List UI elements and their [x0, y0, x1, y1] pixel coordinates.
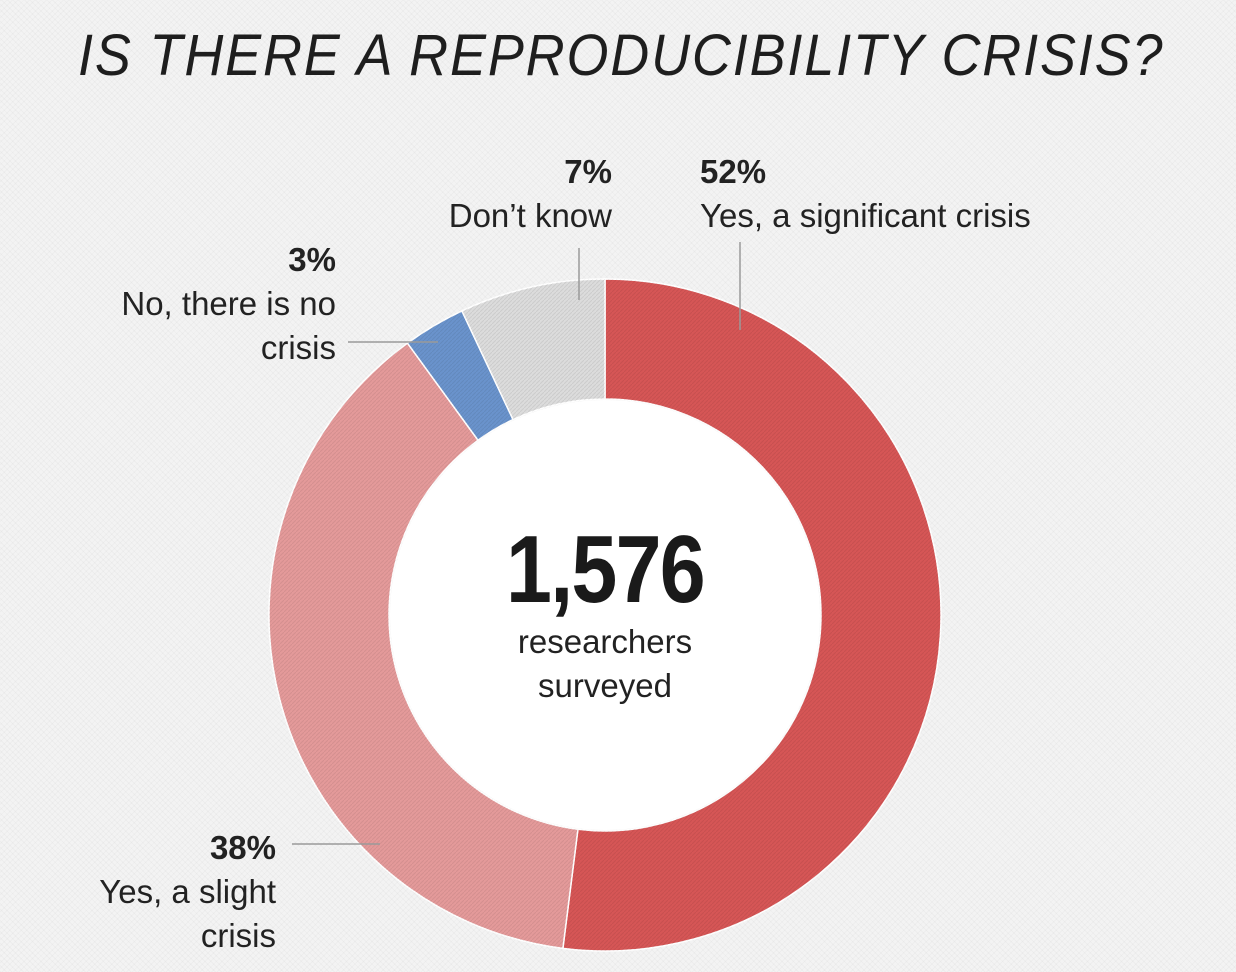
label-no-crisis: 3% No, there is no crisis: [40, 238, 336, 370]
center-caption-line-1: researchers: [517, 623, 693, 660]
pct-dont-know: 7%: [564, 153, 612, 190]
slice-texture-nocrisis: [407, 310, 514, 441]
label-dont-know: 7% Don’t know: [380, 150, 612, 238]
pct-slight-crisis: 38%: [209, 829, 276, 866]
center-summary: 1,576 researchers surveyed: [440, 520, 770, 708]
center-caption-line-2: surveyed: [538, 667, 672, 704]
respondent-count: 1,576: [505, 516, 706, 623]
text-dont-know: Don’t know: [448, 197, 612, 234]
text-significant-crisis: Yes, a significant crisis: [700, 197, 1031, 234]
label-significant-crisis: 52% Yes, a significant crisis: [700, 150, 1120, 238]
slice-texture-dontknow: [461, 279, 605, 420]
label-slight-crisis: 38% Yes, a slight crisis: [40, 826, 276, 958]
slice-texture-slight: [268, 343, 578, 949]
pct-no-crisis: 3%: [288, 241, 336, 278]
text-no-crisis: No, there is no crisis: [121, 285, 336, 366]
pct-significant-crisis: 52%: [700, 153, 767, 190]
slice-texture-significant: [562, 279, 941, 951]
chart-title: IS THERE A REPRODUCIBILITY CRISIS?: [78, 23, 1165, 88]
donut-hole: [390, 400, 820, 830]
text-slight-crisis: Yes, a slight crisis: [99, 873, 276, 954]
